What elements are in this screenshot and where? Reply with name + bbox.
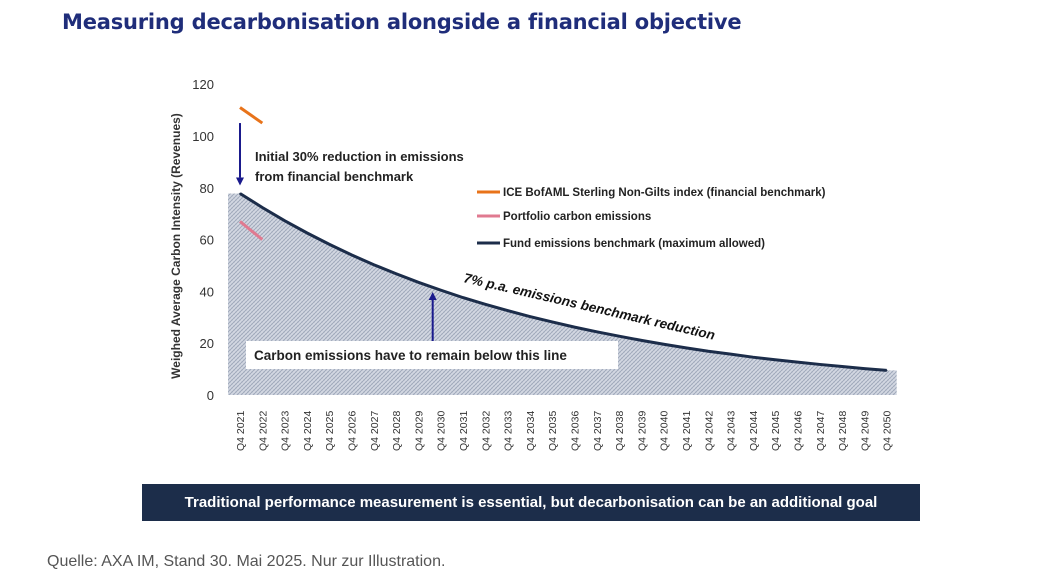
fund-benchmark-point [729, 353, 732, 355]
annotation-initial-reduction-line2: from financial benchmark [255, 169, 414, 184]
x-tick-label: Q4 2036 [570, 411, 582, 451]
fund-benchmark-point [707, 350, 710, 353]
fund-benchmark-point [685, 347, 687, 349]
x-tick-label: Q4 2045 [770, 411, 782, 451]
below-line-callout-box [246, 341, 618, 369]
legend-label: Fund emissions benchmark (maximum allowe… [503, 238, 765, 250]
x-tick-label: Q4 2029 [413, 411, 425, 451]
fund-benchmark-point [350, 254, 353, 256]
fund-benchmark-point [506, 309, 509, 312]
fund-benchmark-point [885, 369, 888, 372]
fund-benchmark-point [752, 356, 754, 358]
fund-benchmark-point [484, 303, 487, 306]
y-tick-label: 60 [200, 233, 214, 248]
fund-benchmark-point [462, 296, 464, 299]
fund-benchmark-point [417, 281, 420, 284]
below-line-arrowhead [428, 292, 437, 300]
fund-benchmark-point [395, 272, 397, 275]
y-axis-label: Weighed Average Carbon Intensity (Revenu… [169, 113, 183, 379]
x-tick-label: Q4 2033 [503, 411, 515, 451]
y-tick-label: 80 [200, 181, 214, 196]
fund-benchmark-point [863, 367, 866, 370]
fund-benchmark-point [328, 243, 331, 246]
x-tick-label: Q4 2028 [391, 411, 403, 451]
x-tick-label: Q4 2022 [257, 411, 269, 451]
fund-benchmark-point [640, 339, 643, 342]
x-tick-label: Q4 2049 [859, 411, 871, 451]
x-tick-label: Q4 2039 [636, 411, 648, 451]
x-tick-label: Q4 2050 [882, 411, 894, 451]
y-tick-label: 0 [207, 388, 214, 403]
x-tick-label: Q4 2034 [525, 411, 537, 451]
fund-benchmark-point [261, 206, 264, 209]
fund-benchmark-point [819, 363, 821, 366]
fund-benchmark-point [841, 365, 843, 368]
portfolio-emissions-line [239, 220, 264, 241]
legend-label: Portfolio carbon emissions [503, 211, 651, 223]
x-tick-label: Q4 2047 [815, 411, 827, 451]
x-tick-label: Q4 2040 [659, 411, 671, 451]
page-title: Measuring decarbonisation alongside a fi… [62, 10, 742, 34]
x-tick-label: Q4 2027 [369, 411, 381, 451]
source-note: Quelle: AXA IM, Stand 30. Mai 2025. Nur … [47, 553, 446, 570]
fund-benchmark-point [306, 232, 308, 234]
x-tick-label: Q4 2037 [592, 411, 604, 451]
fund-benchmark-point [439, 289, 442, 291]
fund-benchmark-point [796, 361, 799, 363]
fund-benchmark-point [573, 326, 576, 328]
y-tick-label: 40 [200, 284, 214, 299]
fund-benchmark-point [618, 335, 620, 338]
x-tick-label: Q4 2044 [748, 411, 760, 451]
y-tick-label: 20 [200, 336, 214, 351]
x-tick-label: Q4 2038 [614, 411, 626, 451]
x-tick-label: Q4 2026 [347, 411, 359, 451]
fund-benchmark-point [529, 315, 531, 318]
financial-benchmark-line [239, 106, 264, 125]
x-tick-label: Q4 2042 [703, 411, 715, 451]
fund-benchmark-line [239, 192, 887, 372]
x-tick-label: Q4 2046 [793, 411, 805, 451]
x-tick-label: Q4 2031 [458, 411, 470, 451]
x-tick-label: Q4 2041 [681, 411, 693, 451]
legend-label: ICE BofAML Sterling Non-Gilts index (fin… [503, 187, 826, 199]
annotation-initial-reduction-line1: Initial 30% reduction in emissions [255, 149, 464, 164]
x-tick-label: Q4 2024 [302, 411, 314, 451]
fund-benchmark-point [239, 192, 241, 195]
x-tick-label: Q4 2032 [480, 411, 492, 451]
y-tick-label: 120 [192, 77, 214, 92]
x-tick-label: Q4 2035 [547, 411, 559, 451]
x-tick-label: Q4 2043 [726, 411, 738, 451]
conclusion-banner: Traditional performance measurement is e… [142, 484, 920, 521]
fund-benchmark-point [596, 331, 598, 333]
annotation-below-line: Carbon emissions have to remain below th… [254, 348, 567, 363]
reduction-arrowhead [236, 177, 244, 186]
fund-benchmark-point [373, 263, 375, 266]
x-tick-label: Q4 2030 [436, 411, 448, 451]
fund-benchmark-point [662, 343, 665, 346]
x-tick-label: Q4 2025 [324, 411, 336, 451]
x-tick-label: Q4 2021 [235, 411, 247, 451]
fund-benchmark-point [283, 219, 286, 222]
x-tick-label: Q4 2023 [280, 411, 292, 451]
y-tick-label: 100 [192, 129, 214, 144]
fund-benchmark-point [551, 321, 553, 323]
fund-benchmark-point [774, 358, 776, 361]
x-tick-label: Q4 2048 [837, 411, 849, 451]
